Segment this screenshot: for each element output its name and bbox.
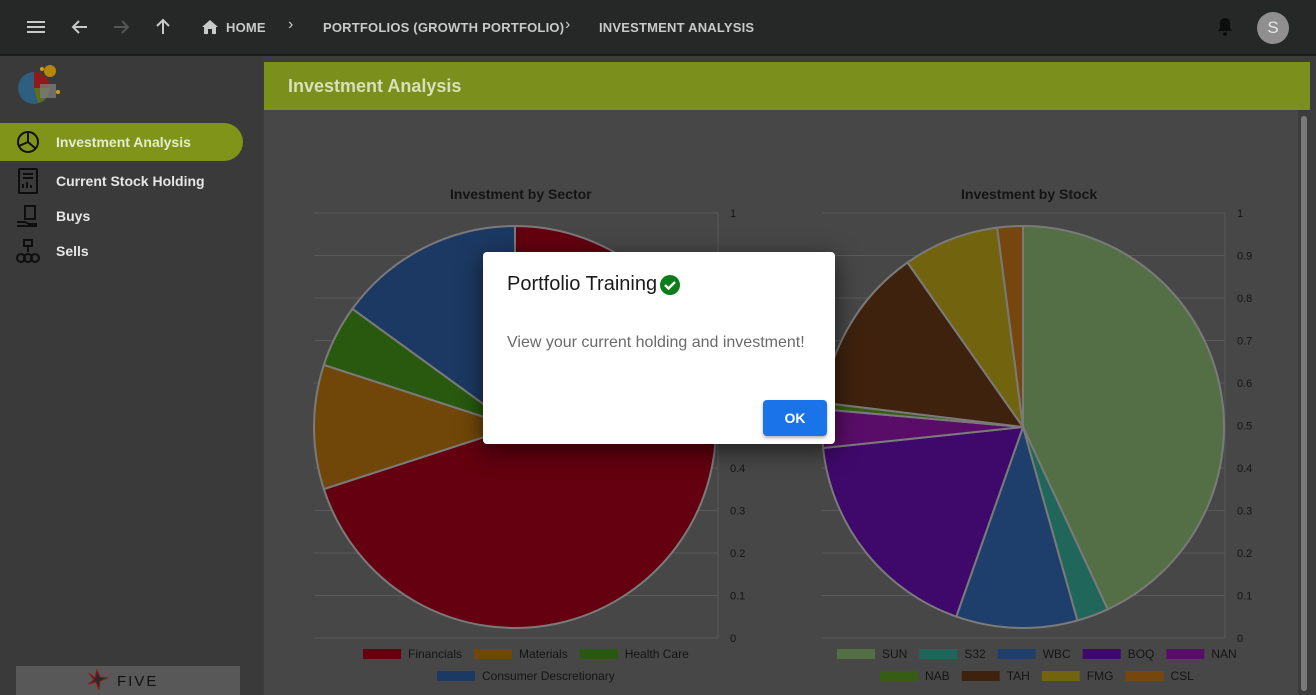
pie-slice (822, 425, 1025, 618)
coins-stack-icon (15, 238, 41, 264)
page-title: Investment Analysis (288, 76, 462, 96)
axis-tick-label: 1 (730, 208, 736, 220)
legend-swatch (837, 649, 875, 659)
document-chart-icon (15, 168, 41, 194)
axis-tick-label: 0.8 (1237, 293, 1252, 305)
axis-tick-label: 0 (1237, 633, 1243, 645)
legend-label: FMG (1087, 669, 1114, 683)
legend-swatch (363, 649, 401, 659)
sidebar-item-investment-analysis[interactable]: Investment Analysis (0, 123, 243, 161)
legend-label: Financials (408, 647, 462, 661)
check-circle-icon (659, 274, 681, 296)
vertical-scrollbar[interactable] (1300, 112, 1308, 695)
axis-tick-label: 0 (730, 633, 736, 645)
legend-swatch (919, 649, 958, 659)
pie-slice (350, 224, 516, 429)
pie-slice (996, 224, 1024, 428)
axis-tick-label: 0.3 (730, 506, 745, 518)
axis-tick-label: 0.1 (1237, 591, 1252, 603)
clipboard-hand-icon (15, 203, 41, 229)
sidebar-item-sells[interactable]: Sells (0, 232, 243, 270)
legend-swatch (437, 671, 475, 681)
legend-swatch (1082, 649, 1121, 659)
chart-title-stock: Investment by Stock (961, 186, 1098, 202)
brand-name: FIVE (117, 673, 158, 690)
axis-tick-label: 0.7 (1237, 336, 1252, 348)
pie-chart-icon (15, 129, 41, 155)
axis-tick-label: 0.9 (1237, 251, 1252, 263)
legend-swatch (1041, 671, 1080, 681)
chart-title-sector: Investment by Sector (450, 186, 592, 202)
forward-arrow-icon[interactable] (108, 14, 134, 40)
dialog-title: Portfolio Training (507, 273, 658, 295)
legend-label: SUN (882, 647, 907, 661)
up-arrow-icon[interactable] (150, 14, 176, 40)
home-icon[interactable] (197, 14, 223, 40)
breadcrumb-home[interactable]: HOME (226, 20, 266, 35)
axis-tick-label: 0.5 (1237, 421, 1252, 433)
legend-swatch (474, 649, 513, 659)
sidebar-item-buys[interactable]: Buys (0, 197, 243, 235)
chevron-right-icon: › (288, 16, 294, 33)
back-arrow-icon[interactable] (67, 14, 93, 40)
legend-label: NAN (1211, 647, 1236, 661)
legend-label: Health Care (625, 647, 689, 661)
pie-slice (313, 363, 519, 491)
pie-slice (955, 423, 1079, 629)
axis-tick-label: 0.2 (730, 548, 745, 560)
top-app-bar: HOME › PORTFOLIOS (GROWTH PORTFOLIO) › I… (0, 0, 1316, 55)
sidebar-item-label: Investment Analysis (56, 134, 191, 150)
dialog-message: View your current holding and investment… (507, 334, 805, 351)
sidebar-item-label: Sells (56, 243, 89, 259)
notification-bell-icon[interactable] (1212, 14, 1238, 40)
dialog-title-row: Portfolio Training (507, 273, 681, 296)
scrollbar-thumb[interactable] (1301, 116, 1307, 691)
legend-label: WBC (1043, 647, 1071, 661)
avatar[interactable]: S (1257, 12, 1289, 44)
ok-button[interactable]: OK (763, 400, 827, 436)
legend-label: CSL (1170, 669, 1194, 683)
training-dialog: Portfolio Training View your current hol… (483, 252, 835, 444)
sidebar: Investment Analysis Current Stock Holdin… (0, 56, 262, 695)
axis-tick-label: 0.2 (1237, 548, 1252, 560)
axis-tick-label: 1 (1237, 208, 1243, 220)
legend-swatch (1166, 649, 1205, 659)
chevron-right-icon: › (565, 16, 571, 33)
legend-swatch (997, 649, 1036, 659)
legend-label: Consumer Descretionary (482, 669, 615, 683)
sidebar-item-label: Current Stock Holding (56, 173, 205, 189)
legend-swatch (961, 671, 1000, 681)
pie-slice (906, 226, 1024, 428)
breadcrumb-investment-analysis: INVESTMENT ANALYSIS (599, 20, 755, 35)
axis-tick-label: 0.1 (730, 591, 745, 603)
legend-label: TAH (1007, 669, 1030, 683)
legend-swatch (1125, 671, 1164, 681)
legend-label: BOQ (1128, 647, 1155, 661)
legend-label: S32 (964, 647, 986, 661)
legend-label: Materials (519, 647, 568, 661)
brand-logo: FIVE (16, 666, 240, 695)
axis-tick-label: 0.4 (1237, 463, 1252, 475)
menu-icon[interactable] (23, 14, 49, 40)
legend-swatch (880, 671, 918, 681)
page-header: Investment Analysis (264, 62, 1310, 110)
breadcrumb-portfolios[interactable]: PORTFOLIOS (GROWTH PORTFOLIO) (323, 20, 565, 35)
app-logo (14, 62, 64, 112)
axis-tick-label: 0.6 (1237, 378, 1252, 390)
legend-label: NAB (925, 669, 950, 683)
axis-tick-label: 0.3 (1237, 506, 1252, 518)
axis-tick-label: 0.4 (730, 463, 745, 475)
pie-slice (1022, 224, 1225, 611)
sidebar-item-current-stock-holding[interactable]: Current Stock Holding (0, 162, 243, 200)
sidebar-item-label: Buys (56, 208, 91, 224)
legend-swatch (579, 649, 618, 659)
